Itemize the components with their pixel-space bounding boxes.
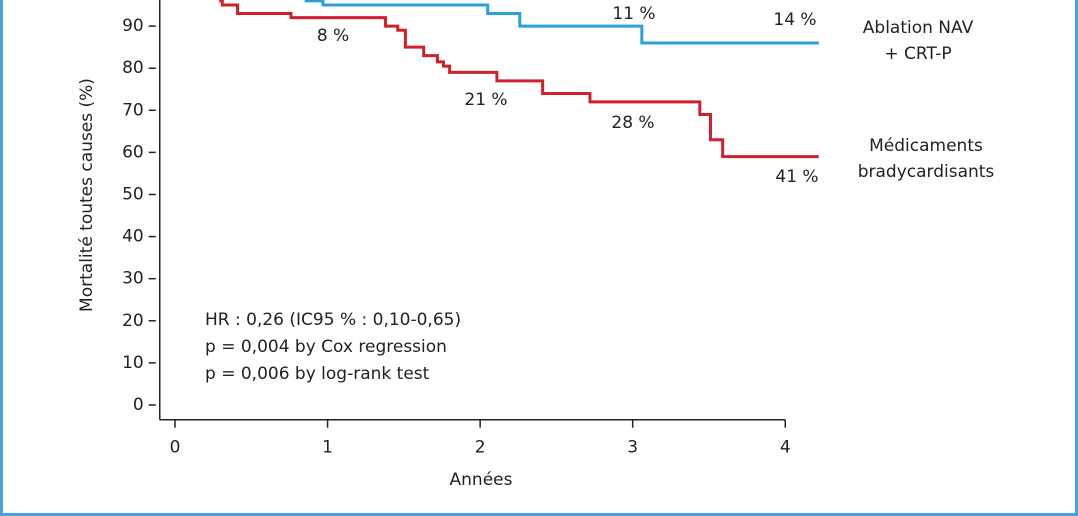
y-tick-label: 0: [133, 395, 144, 415]
y-tick-label: 60: [122, 142, 144, 162]
y-tick-label: 10: [122, 353, 144, 373]
y-tick-label: 30: [122, 269, 144, 289]
survival-curve: [304, 0, 819, 45]
annotation: 21 %: [464, 90, 507, 110]
x-axis-label: Années: [450, 470, 513, 490]
series-label: bradycardisants: [858, 162, 995, 182]
annotation: 8 %: [317, 26, 349, 46]
x-tick-label: 1: [322, 438, 333, 458]
x-tick-label: 0: [170, 438, 181, 458]
x-tick-label: 2: [475, 438, 486, 458]
x-tick-label: 3: [627, 438, 638, 458]
y-tick-label: 40: [122, 227, 144, 247]
series-label: Ablation NAV: [863, 18, 974, 38]
series-label: + CRT-P: [884, 44, 951, 64]
annotation: 41 %: [775, 167, 818, 187]
y-tick-label: 50: [122, 184, 144, 204]
y-tick-label: 20: [122, 311, 144, 331]
x-tick-label: 4: [780, 438, 791, 458]
stats-line: p = 0,004 by Cox regression: [205, 337, 447, 357]
y-tick-label: 70: [122, 100, 144, 120]
survival-curve: [219, 0, 819, 159]
annotation: 11 %: [612, 4, 655, 24]
y-axis-label: Mortalité toutes causes (%): [77, 78, 97, 312]
annotation: 28 %: [611, 113, 654, 133]
stats-line: HR : 0,26 (IC95 % : 0,10-0,65): [205, 310, 461, 330]
annotation: 14 %: [773, 10, 816, 30]
y-tick-label: 80: [122, 58, 144, 78]
y-tick-label: 90: [122, 16, 144, 36]
series-label: Médicaments: [869, 136, 983, 156]
stats-line: p = 0,006 by log-rank test: [205, 364, 430, 384]
